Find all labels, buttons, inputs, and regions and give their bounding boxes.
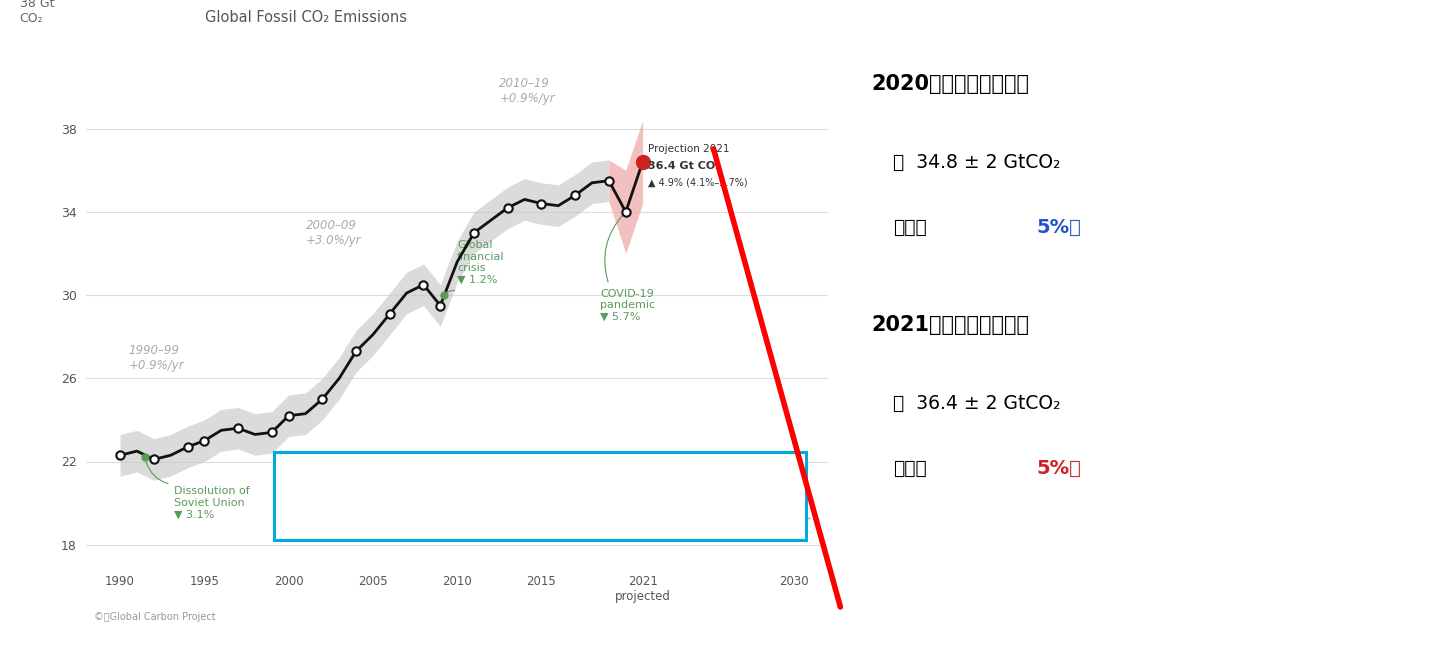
- Text: 前年比: 前年比: [893, 458, 926, 478]
- Text: 5%増: 5%増: [1037, 458, 1081, 478]
- Text: COVID-19
pandemic
▼ 5.7%: COVID-19 pandemic ▼ 5.7%: [600, 289, 655, 322]
- Text: Dissolution of
Soviet Union
▼ 3.1%: Dissolution of Soviet Union ▼ 3.1%: [174, 486, 249, 519]
- Text: 38 Gt
CO₂: 38 Gt CO₂: [20, 0, 55, 25]
- Text: ：  36.4 ± 2 GtCO₂: ： 36.4 ± 2 GtCO₂: [893, 393, 1060, 413]
- Text: 2010–19
+0.9%/yr: 2010–19 +0.9%/yr: [500, 77, 554, 105]
- Text: Global
financial
crisis
▼ 1.2%: Global financial crisis ▼ 1.2%: [458, 240, 504, 285]
- Text: 2000–09
+3.0%/yr: 2000–09 +3.0%/yr: [305, 218, 361, 247]
- Text: ：  34.8 ± 2 GtCO₂: ： 34.8 ± 2 GtCO₂: [893, 153, 1060, 172]
- Text: 5%減: 5%減: [1037, 218, 1081, 237]
- Text: 2020年（経済停滞期）: 2020年（経済停滞期）: [871, 75, 1030, 94]
- Text: 1.5度目標：30年までに10年比45%減: 1.5度目標：30年までに10年比45%減: [295, 486, 549, 505]
- Text: ▲ 4.9% (4.1%–5.7%): ▲ 4.9% (4.1%–5.7%): [648, 178, 747, 188]
- Text: 1990–99
+0.9%/yr: 1990–99 +0.9%/yr: [128, 343, 184, 372]
- Text: Projection 2021: Projection 2021: [648, 144, 729, 155]
- Text: 36.4 Gt CO₂: 36.4 Gt CO₂: [648, 161, 720, 171]
- Text: ©ⓘGlobal Carbon Project: ©ⓘGlobal Carbon Project: [94, 612, 216, 622]
- Text: 前年比: 前年比: [893, 218, 926, 237]
- Text: 2021年（経済回復期）: 2021年（経済回復期）: [871, 315, 1030, 335]
- Text: Global Fossil CO₂ Emissions: Global Fossil CO₂ Emissions: [204, 10, 408, 25]
